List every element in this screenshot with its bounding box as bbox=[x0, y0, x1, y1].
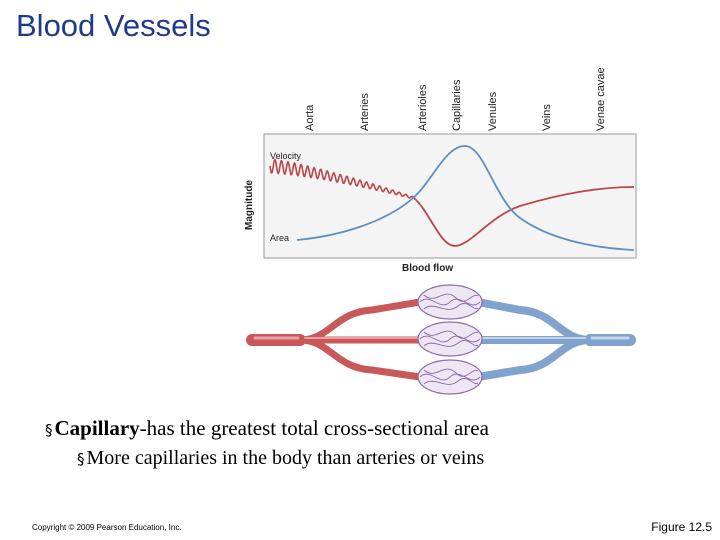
sub-bullet-marker: § bbox=[77, 450, 85, 468]
bullet-level-1: §Capillary-has the greatest total cross-… bbox=[45, 414, 489, 444]
bullet-text: -has the greatest total cross-sectional … bbox=[139, 416, 489, 440]
label-arterioles: Arterioles bbox=[417, 84, 429, 131]
bullet-marker: § bbox=[45, 421, 53, 439]
velocity-label: Velocity bbox=[270, 151, 302, 161]
bullet-term: Capillary bbox=[54, 416, 140, 440]
bullet-list: §Capillary-has the greatest total cross-… bbox=[45, 414, 489, 473]
label-aorta: Aorta bbox=[304, 104, 316, 131]
label-venules: Venules bbox=[487, 91, 499, 131]
velocity-curve-smooth bbox=[413, 186, 635, 247]
bullet-level-2: § More capillaries in the body than arter… bbox=[45, 444, 489, 473]
label-arteries: Arteries bbox=[359, 93, 371, 131]
label-capillaries: Capillaries bbox=[451, 79, 463, 131]
velocity-curve bbox=[269, 158, 415, 199]
vessel-network bbox=[246, 284, 636, 395]
area-curve bbox=[296, 145, 635, 251]
blood-vessel-diagram: Aorta Arteries Arterioles Capillaries Ve… bbox=[244, 67, 637, 395]
copyright-notice: Copyright © 2009 Pearson Education, Inc. bbox=[32, 523, 182, 532]
area-label: Area bbox=[270, 233, 289, 243]
slide-title: Blood Vessels bbox=[16, 8, 211, 43]
graph-panel bbox=[263, 133, 637, 259]
x-axis-label: Blood flow bbox=[402, 263, 453, 274]
y-axis-label: Magnitude bbox=[244, 180, 255, 230]
label-venae-cavae: Venae cavae bbox=[595, 67, 607, 131]
figure-reference: Figure 12.5 bbox=[651, 520, 712, 534]
label-veins: Veins bbox=[541, 104, 553, 131]
sub-bullet-text: More capillaries in the body than arteri… bbox=[86, 447, 485, 469]
